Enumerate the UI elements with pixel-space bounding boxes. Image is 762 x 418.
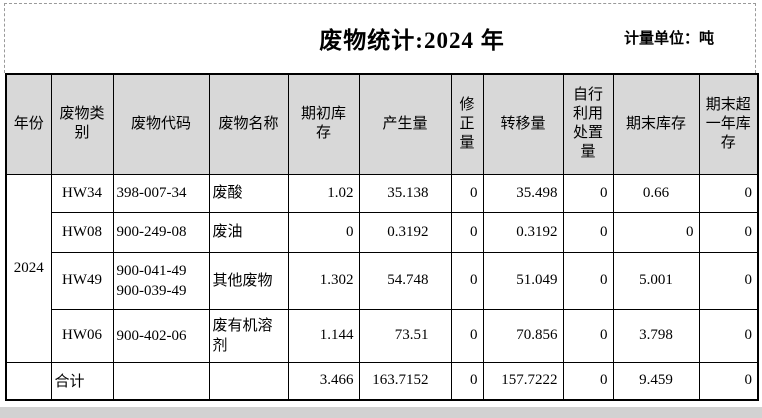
cell-correction[interactable]: 0: [450, 251, 484, 310]
cell-opening-stock[interactable]: 1.144: [287, 308, 360, 363]
cell-code[interactable]: 900-041-49 900-039-49: [112, 251, 210, 310]
col-header-correction[interactable]: 修 正 量: [450, 73, 484, 175]
table-row: HW06 900-402-06 废有机溶 剂 1.144 73.51 0 70.…: [6, 308, 759, 363]
col-header-name[interactable]: 废物名称: [208, 73, 289, 175]
col-header-code[interactable]: 废物代码: [112, 73, 210, 175]
cell-generated[interactable]: 54.748: [358, 251, 452, 310]
cell-ending-stock[interactable]: 0.66: [612, 173, 700, 213]
cell-self-disposal[interactable]: 0: [562, 211, 614, 253]
col-header-category[interactable]: 废物类 别: [50, 73, 114, 175]
cell-opening-stock[interactable]: 1.02: [287, 173, 360, 213]
table-row: 2024 HW34 398-007-34 废酸 1.02 35.138 0 35…: [5, 173, 759, 363]
cell-code[interactable]: 900-249-08: [112, 211, 210, 253]
cell-name[interactable]: 其他废物: [208, 251, 289, 310]
cell-self-disposal[interactable]: 0: [562, 251, 614, 310]
table-row: HW49 900-041-49 900-039-49 其他废物 1.302 54…: [6, 251, 759, 310]
total-name-cell[interactable]: [208, 361, 289, 401]
col-header-transferred[interactable]: 转移量: [482, 73, 564, 175]
cell-generated[interactable]: 0.3192: [358, 211, 452, 253]
unit-label: 计量单位：吨: [624, 30, 715, 47]
cell-ending-stock[interactable]: 3.798: [612, 308, 700, 363]
cell-over-one-year-stock[interactable]: 0: [698, 308, 759, 363]
header-row: 年份 废物类 别 废物代码 废物名称 期初库 存 产生量 修 正 量 转移量 自…: [5, 73, 759, 175]
cell-self-disposal[interactable]: 0: [562, 173, 614, 213]
total-code-cell[interactable]: [112, 361, 210, 401]
cell-over-one-year-stock[interactable]: 0: [698, 211, 759, 253]
cell-name[interactable]: 废有机溶 剂: [208, 308, 289, 363]
cell-over-one-year-stock[interactable]: 0: [698, 251, 759, 310]
total-year-cell[interactable]: [5, 361, 52, 401]
year-cell[interactable]: 2024: [5, 173, 52, 363]
print-boundary-left: [4, 3, 5, 73]
sheet-background-strip: [0, 407, 762, 418]
col-header-over-one-year-stock[interactable]: 期末超 一年库 存: [698, 73, 759, 175]
print-boundary-top: [4, 3, 756, 4]
total-row: 合计 3.466 163.7152 0 157.7222 0 9.459 0: [5, 361, 759, 401]
total-ending-stock[interactable]: 9.459: [612, 361, 700, 401]
cell-correction[interactable]: 0: [450, 211, 484, 253]
total-label-cell[interactable]: 合计: [50, 361, 114, 401]
cell-category[interactable]: HW49: [50, 251, 114, 310]
cell-transferred[interactable]: 35.498: [482, 173, 564, 213]
cell-transferred[interactable]: 0.3192: [482, 211, 564, 253]
cell-category[interactable]: HW08: [50, 211, 114, 253]
total-self-disposal[interactable]: 0: [562, 361, 614, 401]
cell-correction[interactable]: 0: [450, 308, 484, 363]
cell-transferred[interactable]: 51.049: [482, 251, 564, 310]
total-generated[interactable]: 163.7152: [358, 361, 452, 401]
cell-opening-stock[interactable]: 0: [287, 211, 360, 253]
col-header-opening-stock[interactable]: 期初库 存: [287, 73, 360, 175]
waste-statistics-table: 年份 废物类 别 废物代码 废物名称 期初库 存 产生量 修 正 量 转移量 自…: [5, 73, 759, 401]
total-over-one-year-stock[interactable]: 0: [698, 361, 759, 401]
cell-name[interactable]: 废酸: [208, 173, 289, 213]
cell-name[interactable]: 废油: [208, 211, 289, 253]
cell-transferred[interactable]: 70.856: [482, 308, 564, 363]
cell-self-disposal[interactable]: 0: [562, 308, 614, 363]
total-correction[interactable]: 0: [450, 361, 484, 401]
total-opening-stock[interactable]: 3.466: [287, 361, 360, 401]
cell-generated[interactable]: 73.51: [358, 308, 452, 363]
cell-correction[interactable]: 0: [450, 173, 484, 213]
col-header-ending-stock[interactable]: 期末库存: [612, 73, 700, 175]
cell-code[interactable]: 900-402-06: [112, 308, 210, 363]
table-row: HW08 900-249-08 废油 0 0.3192 0 0.3192 0 0…: [6, 211, 759, 253]
cell-ending-stock[interactable]: 0: [612, 211, 700, 253]
cell-ending-stock[interactable]: 5.001: [612, 251, 700, 310]
col-header-generated[interactable]: 产生量: [358, 73, 452, 175]
cell-opening-stock[interactable]: 1.302: [287, 251, 360, 310]
cell-category[interactable]: HW06: [50, 308, 114, 363]
cell-code[interactable]: 398-007-34: [112, 173, 210, 213]
print-boundary-right: [755, 3, 756, 73]
col-header-year[interactable]: 年份: [5, 73, 52, 175]
cell-generated[interactable]: 35.138: [358, 173, 452, 213]
col-header-self-disposal[interactable]: 自行 利用 处置 量: [562, 73, 614, 175]
cell-category[interactable]: HW34: [50, 173, 114, 213]
page-title: 废物统计:2024 年: [319, 28, 505, 53]
cell-over-one-year-stock[interactable]: 0: [698, 173, 759, 213]
total-transferred[interactable]: 157.7222: [482, 361, 564, 401]
